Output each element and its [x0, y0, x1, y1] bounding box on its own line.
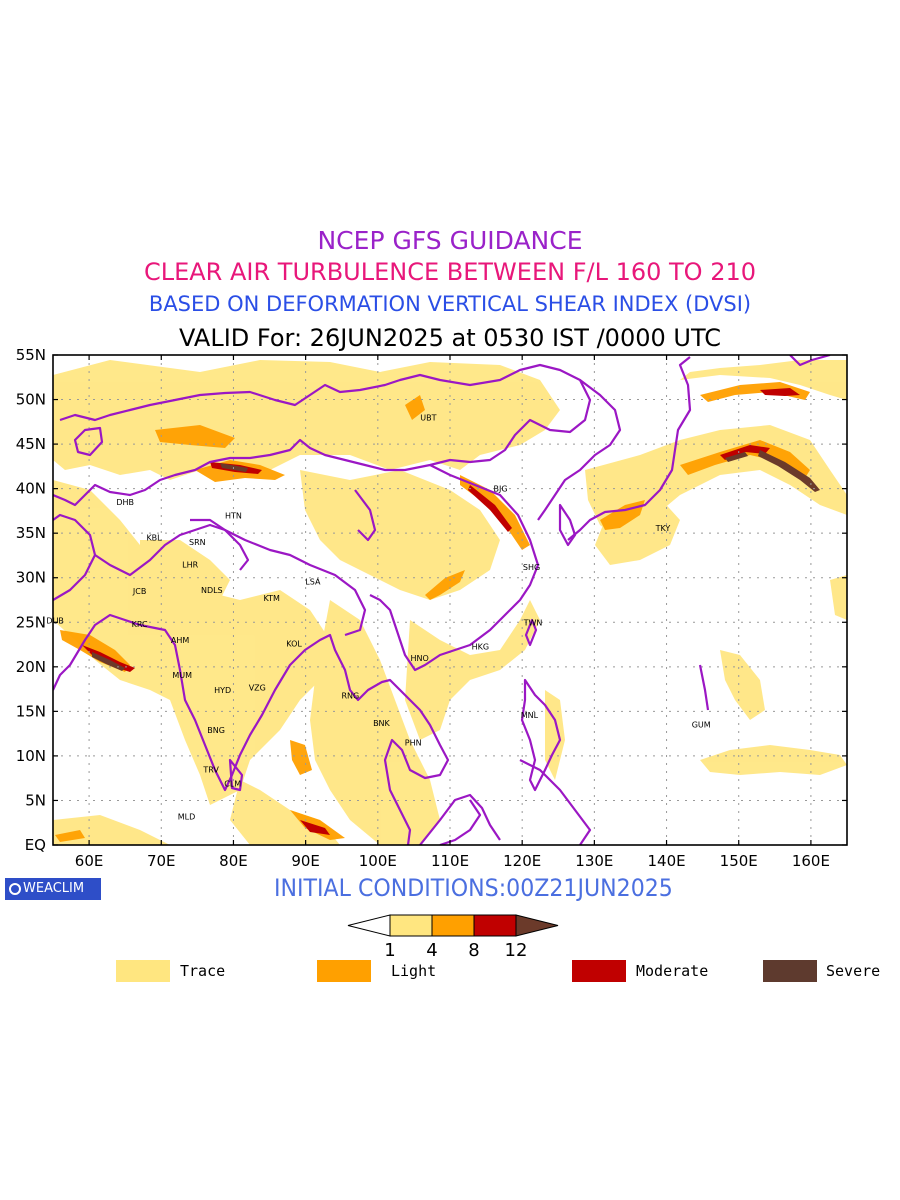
colorbar-bins: [347, 914, 559, 937]
station-label: LSA: [305, 577, 321, 586]
lon-tick-label: 90E: [291, 852, 320, 870]
lon-tick-label: 80E: [219, 852, 248, 870]
colorbar-label: 12: [505, 940, 528, 960]
station-label: VZG: [249, 683, 266, 692]
station-label: DHB: [116, 498, 134, 507]
lat-tick-label: 25N: [16, 613, 46, 631]
station-label: KOL: [286, 640, 302, 649]
legend-swatch: [317, 960, 371, 982]
lat-tick-label: 20N: [16, 658, 46, 676]
lon-tick-label: 120E: [503, 852, 541, 870]
colorbar-labels: 1 4 8 12: [384, 940, 528, 961]
lon-tick-label: 140E: [647, 852, 685, 870]
legend-swatch: [763, 960, 817, 982]
initial-conditions: INITIAL CONDITIONS:00Z21JUN2025: [274, 874, 673, 902]
trace-areas: [53, 360, 847, 845]
legend-label: Light: [391, 962, 437, 980]
colorbar-bin: [431, 914, 475, 937]
station-label: HYD: [214, 686, 231, 695]
station-label: KRC: [132, 620, 148, 629]
lat-tick-label: 10N: [16, 747, 46, 765]
lon-tick-label: 70E: [147, 852, 176, 870]
station-label: BNK: [373, 719, 390, 728]
station-label: TRV: [202, 765, 219, 774]
colorbar-label: 4: [426, 940, 437, 960]
station-label: KTM: [263, 594, 280, 603]
title-turbulence-layer: CLEAR AIR TURBULENCE BETWEEN F/L 160 TO …: [143, 258, 757, 286]
colorbar-bin: [473, 914, 517, 937]
station-label: JCB: [132, 587, 146, 596]
station-label: MLD: [178, 812, 196, 821]
lon-tick-label: 60E: [75, 852, 104, 870]
lon-tick-label: 130E: [575, 852, 613, 870]
station-label: KBL: [146, 534, 162, 543]
legend-label: Trace: [180, 962, 226, 980]
logo-ring-icon: [9, 883, 21, 895]
colorbar-bin-low: [347, 914, 391, 937]
lat-tick-labels: EQ 5N 10N 15N 20N 25N 30N 35N 40N 45N 50N 55N: [16, 346, 46, 854]
title-valid-time: VALID For: 26JUN2025 at 0530 IST /0000 U…: [179, 324, 721, 352]
colorbar-svg: 1 4 8 12: [347, 914, 559, 961]
lat-tick-label: 35N: [16, 524, 46, 542]
station-label: MNL: [521, 711, 539, 720]
lat-tick-label: EQ: [25, 836, 46, 854]
lon-tick-labels: 60E 70E 80E 90E 100E 110E 120E 130E 140E 150E 160E: [75, 852, 830, 870]
station-label: SRN: [189, 538, 206, 547]
legend-label: Moderate: [636, 962, 709, 980]
station-label: CLM: [224, 780, 241, 789]
legend-swatch: [116, 960, 170, 982]
lat-tick-label: 5N: [25, 791, 46, 809]
station-label: TKY: [655, 524, 671, 533]
lat-tick-label: 30N: [16, 569, 46, 587]
lon-tick-label: 160E: [792, 852, 830, 870]
colorbar-label: 1: [384, 940, 395, 960]
colorbar-label: 8: [468, 940, 479, 960]
station-label: LHR: [182, 560, 198, 569]
station-label: TWN: [523, 618, 543, 627]
legend-swatch: [572, 960, 626, 982]
station-label: DUB: [46, 616, 64, 625]
station-label: MUM: [172, 671, 192, 680]
station-label: NDLS: [201, 586, 223, 595]
lon-tick-label: 150E: [720, 852, 758, 870]
turbulence-shading: [53, 360, 847, 845]
weaclim-logo: WEACLIM: [5, 878, 101, 900]
lat-tick-label: 50N: [16, 391, 46, 409]
turbulence-map: UBT BJG DHB HTN KBL SRN LHR TKY SHG LSA JCB NDLS KTM…: [0, 340, 900, 874]
station-label: RNG: [342, 691, 360, 700]
station-label: PHN: [405, 739, 422, 748]
logo-text: WEACLIM: [23, 881, 85, 896]
lat-tick-label: 55N: [16, 346, 46, 364]
country-borders: [53, 355, 831, 845]
station-label: BNG: [207, 726, 225, 735]
axis-ticks: [53, 354, 847, 846]
legend-label: Severe: [826, 962, 881, 980]
station-label: UBT: [420, 413, 436, 422]
station-label: SHG: [523, 563, 540, 572]
title-product: NCEP GFS GUIDANCE: [317, 226, 583, 255]
lon-tick-label: 100E: [359, 852, 397, 870]
colorbar-bin-high: [515, 914, 559, 937]
colorbar-bin: [389, 914, 433, 937]
map-canvas: UBT BJG DHB HTN KBL SRN LHR TKY SHG LSA JCB NDLS KTM…: [16, 346, 848, 870]
lon-tick-label: 110E: [431, 852, 469, 870]
station-label: HKG: [472, 642, 489, 651]
lat-tick-label: 40N: [16, 480, 46, 498]
station-label: HNO: [411, 654, 429, 663]
lat-tick-label: 15N: [16, 702, 46, 720]
station-labels: UBT BJG DHB HTN KBL SRN LHR TKY SHG LSA JCB NDLS KTM…: [46, 413, 710, 821]
title-index-basis: BASED ON DEFORMATION VERTICAL SHEAR INDE…: [148, 292, 752, 316]
station-label: BJG: [494, 485, 508, 494]
station-label: GUM: [692, 721, 711, 730]
severe-areas: [92, 450, 820, 671]
station-label: HTN: [225, 511, 242, 520]
station-label: AHM: [171, 636, 189, 645]
lat-tick-label: 45N: [16, 435, 46, 453]
colorbar: 1 4 8 12: [0, 900, 900, 964]
